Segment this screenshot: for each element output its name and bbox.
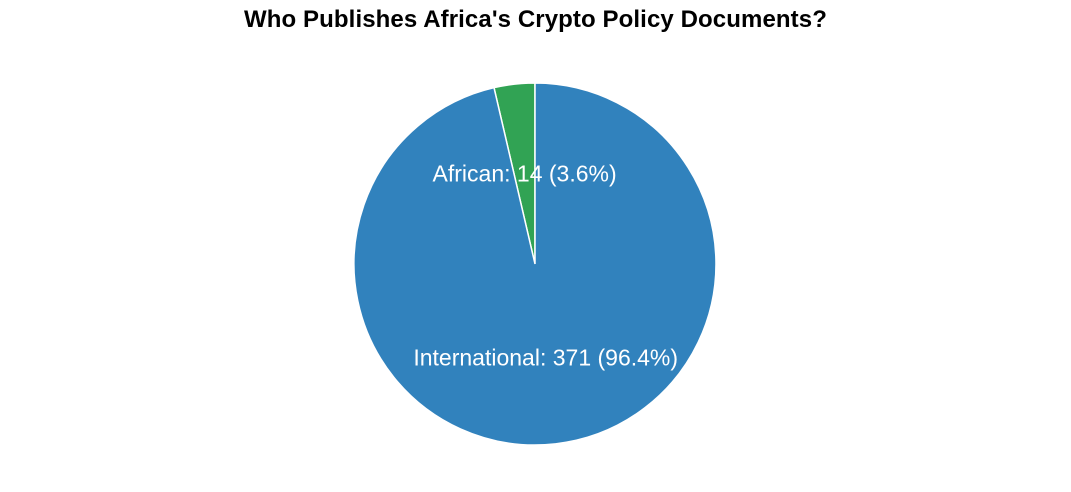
slice-labels: African: 14 (3.6%) International: 371 (96… [413,161,678,371]
pie-slice-international [353,82,717,446]
slice-label-african: African: 14 (3.6%) [433,161,617,187]
chart-title: Who Publishes Africa's Crypto Policy Doc… [244,6,827,33]
slice-label-international: International: 371 (96.4%) [413,344,678,370]
pie-slices [353,82,717,446]
